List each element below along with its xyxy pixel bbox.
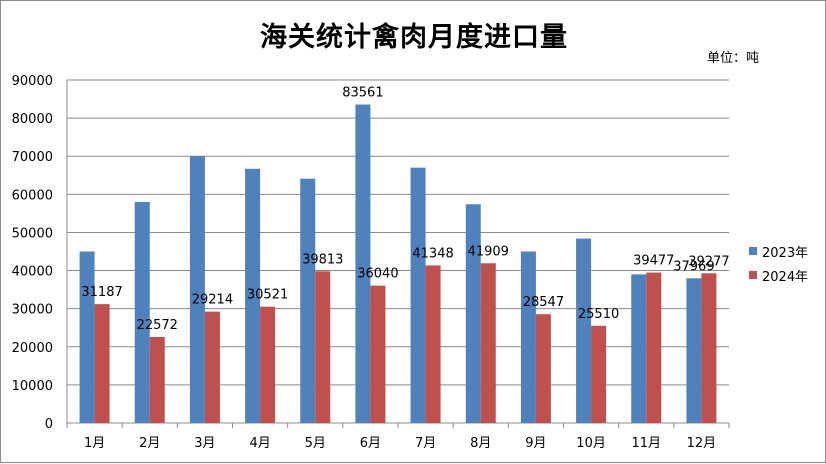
bar-2023 <box>245 168 261 423</box>
y-tick-label: 10000 <box>12 379 53 394</box>
unit-note: 单位：吨 <box>707 51 760 66</box>
x-tick-label: 10月 <box>576 436 606 451</box>
bar-2023 <box>631 274 647 423</box>
bar-2023 <box>189 156 205 423</box>
bar-2024 <box>94 304 110 423</box>
y-tick-label: 50000 <box>12 226 53 241</box>
bar-2024 <box>480 263 496 423</box>
y-tick-label: 80000 <box>12 112 53 127</box>
data-label: 41909 <box>468 244 509 259</box>
bar-2023 <box>410 167 426 423</box>
y-tick-label: 20000 <box>12 341 53 356</box>
x-tick-label: 3月 <box>194 436 215 451</box>
x-tick-label: 4月 <box>249 436 270 451</box>
bar-2024 <box>204 311 220 423</box>
x-tick-label: 8月 <box>470 436 491 451</box>
bar-2024 <box>701 273 717 423</box>
x-tick-label: 9月 <box>525 436 546 451</box>
y-tick-label: 0 <box>45 417 53 432</box>
data-label: 39277 <box>688 254 729 269</box>
data-label: 28547 <box>523 295 564 310</box>
x-tick-label: 7月 <box>415 436 436 451</box>
x-tick-label: 11月 <box>631 436 661 451</box>
data-label: 37969 <box>673 259 714 274</box>
data-label: 30521 <box>247 288 288 303</box>
data-label: 36040 <box>357 267 398 282</box>
bar-2023 <box>576 238 592 423</box>
bar-2024 <box>260 306 276 423</box>
bar-2023 <box>134 201 150 423</box>
bar-2023 <box>465 204 481 423</box>
y-tick-label: 40000 <box>12 265 53 280</box>
legend-swatch-2024 <box>749 271 757 279</box>
data-label: 39813 <box>302 252 343 267</box>
data-label: 29214 <box>192 293 233 308</box>
bar-2024 <box>149 336 165 423</box>
chart-title: 海关统计禽肉月度进口量 <box>260 22 568 53</box>
data-label: 41348 <box>412 246 453 261</box>
x-tick-label: 5月 <box>305 436 326 451</box>
bar-2024 <box>646 272 662 423</box>
data-label: 83561 <box>342 86 383 101</box>
x-tick-label: 6月 <box>360 436 381 451</box>
x-tick-label: 1月 <box>84 436 105 451</box>
legend-item-2024: 2024年 <box>749 263 808 287</box>
bar-2023 <box>300 178 316 423</box>
y-tick-label: 30000 <box>12 303 53 318</box>
legend-item-2023: 2023年 <box>749 239 808 263</box>
bar-2023 <box>520 251 536 423</box>
bar-2023 <box>79 251 95 423</box>
bar-2023 <box>355 104 371 424</box>
legend-label-2023: 2023年 <box>762 245 809 261</box>
bar-2024 <box>370 285 386 423</box>
y-tick-label: 70000 <box>12 150 53 165</box>
bar-2024 <box>535 314 551 423</box>
y-tick-label: 90000 <box>12 74 53 89</box>
legend-label-2024: 2024年 <box>762 269 809 285</box>
y-tick-label: 60000 <box>12 188 53 203</box>
data-label: 25510 <box>578 307 619 322</box>
bar-2023 <box>686 278 702 423</box>
x-tick-label: 2月 <box>139 436 160 451</box>
data-label: 31187 <box>81 285 122 300</box>
data-label: 39477 <box>633 254 674 269</box>
bar-2024 <box>425 265 441 423</box>
legend: 2023年 2024年 <box>749 239 808 287</box>
x-tick-label: 12月 <box>687 436 717 451</box>
legend-swatch-2023 <box>749 247 757 255</box>
bar-2024 <box>315 271 331 423</box>
bar-2024 <box>591 325 607 423</box>
data-label: 22572 <box>137 318 178 333</box>
